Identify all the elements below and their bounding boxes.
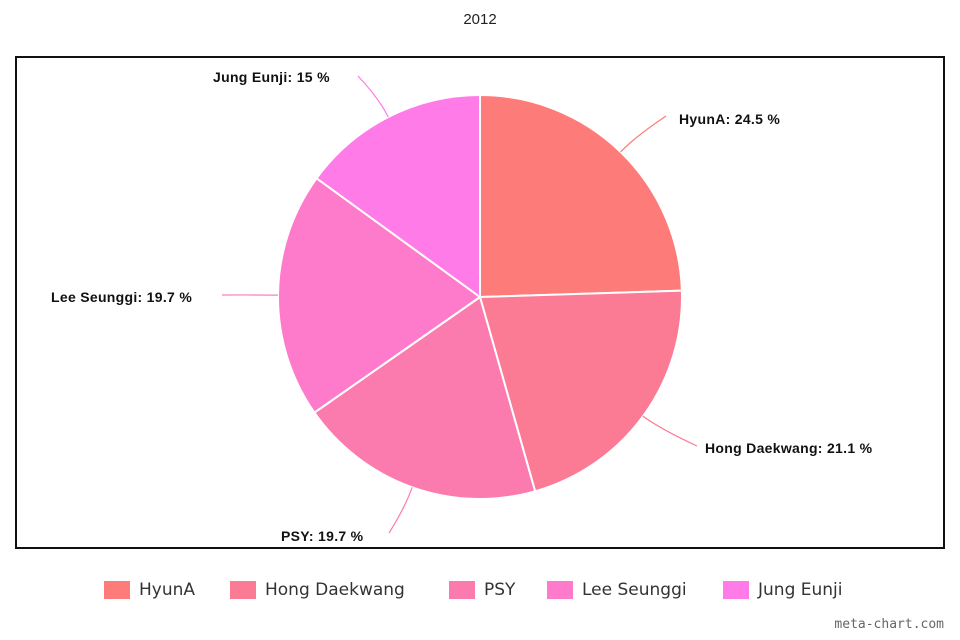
legend-item-hong-daekwang[interactable]: Hong Daekwang <box>230 578 405 602</box>
chart-title: 2012 <box>463 11 497 28</box>
legend-label-lee-seunggi: Lee Seunggi <box>582 580 687 600</box>
slice-label-hong-daekwang: Hong Daekwang: 21.1 % <box>705 440 873 456</box>
plot-area <box>15 56 945 549</box>
slice-label-hyuna: HyunA: 24.5 % <box>679 111 780 127</box>
slice-label-lee-seunggi: Lee Seunggi: 19.7 % <box>51 289 192 305</box>
legend-label-hong-daekwang: Hong Daekwang <box>265 580 405 600</box>
pie-slice-hong-daekwang[interactable] <box>478 289 683 493</box>
legend-item-lee-seunggi[interactable]: Lee Seunggi <box>547 578 687 602</box>
legend-swatch-hong-daekwang <box>230 581 256 599</box>
legend-item-psy[interactable]: PSY <box>449 578 515 602</box>
legend-swatch-lee-seunggi <box>547 581 573 599</box>
pie-slice-jung-eunji[interactable] <box>315 93 481 299</box>
pie-slice-lee-seunggi[interactable] <box>277 176 482 415</box>
legend-label-psy: PSY <box>484 580 516 600</box>
slice-label-psy: PSY: 19.7 % <box>281 528 364 544</box>
legend-label-hyuna: HyunA <box>139 580 196 600</box>
legend-item-jung-eunji[interactable]: Jung Eunji <box>723 578 843 602</box>
legend-label-jung-eunji: Jung Eunji <box>758 580 843 600</box>
legend-swatch-hyuna <box>104 581 130 599</box>
connector-line-psy <box>388 487 413 534</box>
watermark: meta-chart.com <box>834 617 944 632</box>
connector-line-jung-eunji <box>357 75 389 118</box>
pie-slice-hyuna[interactable] <box>479 93 683 299</box>
legend: HyunA Hong Daekwang PSY Lee Seunggi Jung… <box>0 578 960 602</box>
legend-swatch-psy <box>449 581 475 599</box>
connector-line-hyuna <box>620 115 667 153</box>
legend-item-hyuna[interactable]: HyunA <box>104 578 195 602</box>
connector-line-hong-daekwang <box>642 415 698 447</box>
legend-swatch-jung-eunji <box>723 581 749 599</box>
slice-label-jung-eunji: Jung Eunji: 15 % <box>213 69 330 85</box>
